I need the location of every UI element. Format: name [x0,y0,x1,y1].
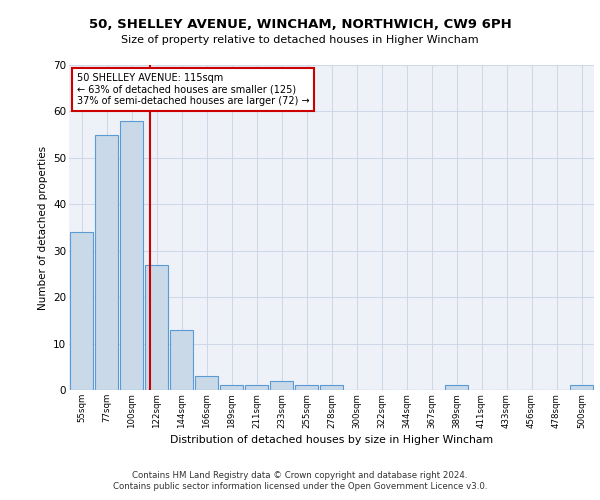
Bar [295,386,319,390]
Bar [245,386,268,390]
Bar [70,232,94,390]
Bar [119,120,143,390]
Text: Contains public sector information licensed under the Open Government Licence v3: Contains public sector information licen… [113,482,487,491]
Bar [320,386,343,390]
Bar [220,386,244,390]
Text: Contains HM Land Registry data © Crown copyright and database right 2024.: Contains HM Land Registry data © Crown c… [132,471,468,480]
Y-axis label: Number of detached properties: Number of detached properties [38,146,47,310]
Bar [170,330,193,390]
Bar [445,386,469,390]
Text: 50 SHELLEY AVENUE: 115sqm
← 63% of detached houses are smaller (125)
37% of semi: 50 SHELLEY AVENUE: 115sqm ← 63% of detac… [77,73,310,106]
X-axis label: Distribution of detached houses by size in Higher Wincham: Distribution of detached houses by size … [170,434,493,444]
Bar [194,376,218,390]
Text: 50, SHELLEY AVENUE, WINCHAM, NORTHWICH, CW9 6PH: 50, SHELLEY AVENUE, WINCHAM, NORTHWICH, … [89,18,511,30]
Text: Size of property relative to detached houses in Higher Wincham: Size of property relative to detached ho… [121,35,479,45]
Bar [269,380,293,390]
Bar [145,264,169,390]
Bar [95,134,118,390]
Bar [569,386,593,390]
